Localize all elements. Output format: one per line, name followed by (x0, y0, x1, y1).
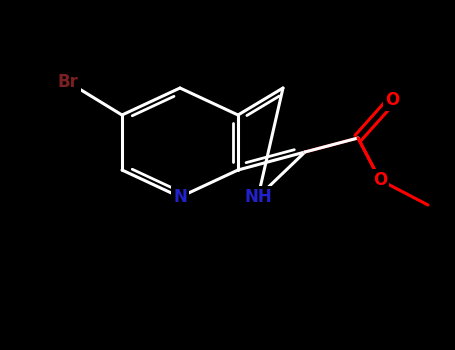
Text: O: O (385, 91, 399, 109)
Text: O: O (373, 171, 387, 189)
Text: NH: NH (244, 188, 272, 206)
Text: N: N (173, 188, 187, 206)
Text: Br: Br (58, 73, 78, 91)
